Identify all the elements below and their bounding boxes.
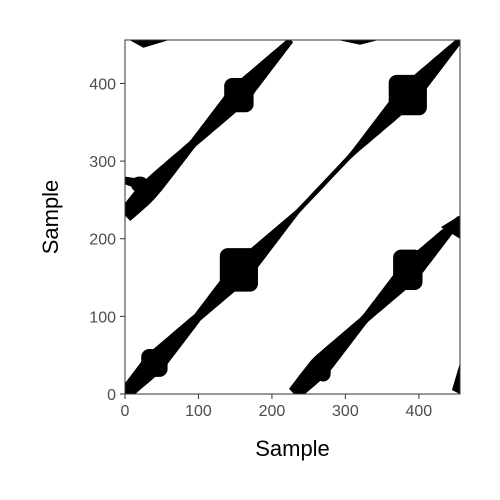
x-axis-title: Sample [255, 436, 330, 461]
x-tick-label: 100 [185, 403, 212, 420]
y-tick-label: 300 [89, 154, 116, 171]
x-tick-label: 200 [259, 403, 286, 420]
recurrence-block-1 [219, 248, 258, 292]
x-tick-label: 300 [332, 403, 359, 420]
recurrence-marks [125, 40, 460, 394]
recurrence-block-0 [141, 349, 168, 377]
panel-frame [124, 39, 461, 395]
y-tick-label: 0 [107, 387, 116, 404]
diagonal-band-0 [125, 40, 460, 394]
x-tick-label: 0 [121, 403, 130, 420]
edge-fragment-0 [129, 40, 170, 48]
edge-fragment-1 [338, 40, 379, 45]
x-axis: 0 100 200 300 400 [121, 394, 433, 420]
edge-fragment-4 [451, 362, 460, 394]
x-tick-label: 400 [406, 403, 433, 420]
recurrence-block-4 [393, 249, 423, 290]
y-axis: 0 100 200 300 400 [89, 76, 125, 404]
recurrence-block-3 [224, 78, 254, 113]
edge-fragment-2 [125, 176, 151, 191]
recurrence-block-2 [388, 74, 427, 116]
recurrence-block-5 [316, 359, 331, 382]
edge-fragment-3 [440, 215, 460, 239]
y-tick-label: 400 [89, 76, 116, 93]
y-tick-label: 100 [89, 309, 116, 326]
y-axis-title: Sample [38, 180, 63, 255]
y-tick-label: 200 [89, 232, 116, 249]
